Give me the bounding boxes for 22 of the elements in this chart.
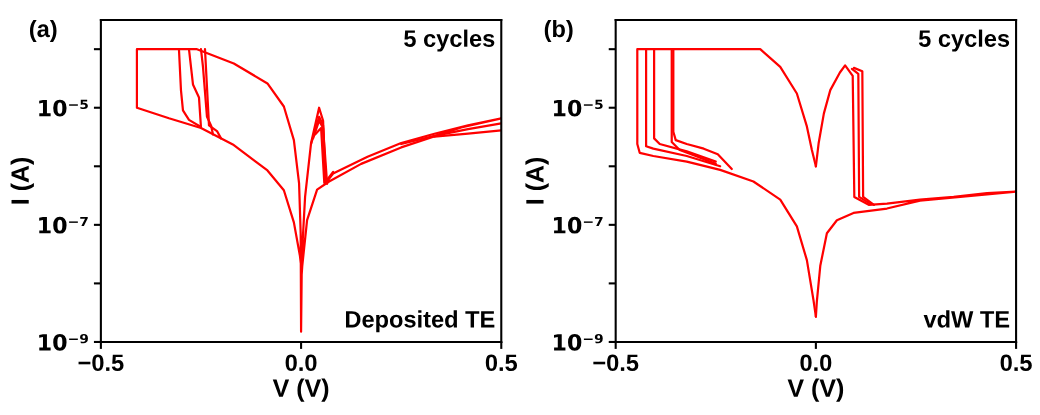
annotation: 5 cycles: [404, 29, 495, 52]
y-tick-label: 10⁻⁷: [554, 216, 603, 234]
x-tick-label: 0.5: [485, 354, 518, 372]
y-tick-label: 10⁻⁹: [554, 333, 603, 351]
chart-title: (a): [29, 19, 57, 42]
x-tick-label: 0.0: [285, 354, 317, 372]
x-tick-label: 0.0: [800, 354, 832, 372]
x-tick-label: −0.5: [593, 354, 639, 372]
y-tick-label: 10⁻⁷: [39, 216, 88, 234]
y-axis-title: I (A): [525, 157, 549, 204]
y-tick-label: 10⁻⁹: [39, 333, 88, 351]
x-axis-title: V (V): [787, 378, 844, 402]
x-tick-label: −0.5: [78, 354, 124, 372]
y-axis-title: I (A): [10, 157, 34, 204]
chart-title: (b): [544, 19, 573, 42]
y-tick-label: 10⁻⁵: [39, 99, 88, 117]
x-tick-label: 0.5: [1000, 354, 1032, 372]
x-axis-title: V (V): [272, 378, 329, 402]
annotation: 5 cycles: [918, 29, 1010, 52]
annotation: Deposited TE: [346, 310, 495, 333]
annotation: vdW TE: [923, 310, 1010, 328]
y-tick-label: 10⁻⁵: [554, 99, 603, 117]
